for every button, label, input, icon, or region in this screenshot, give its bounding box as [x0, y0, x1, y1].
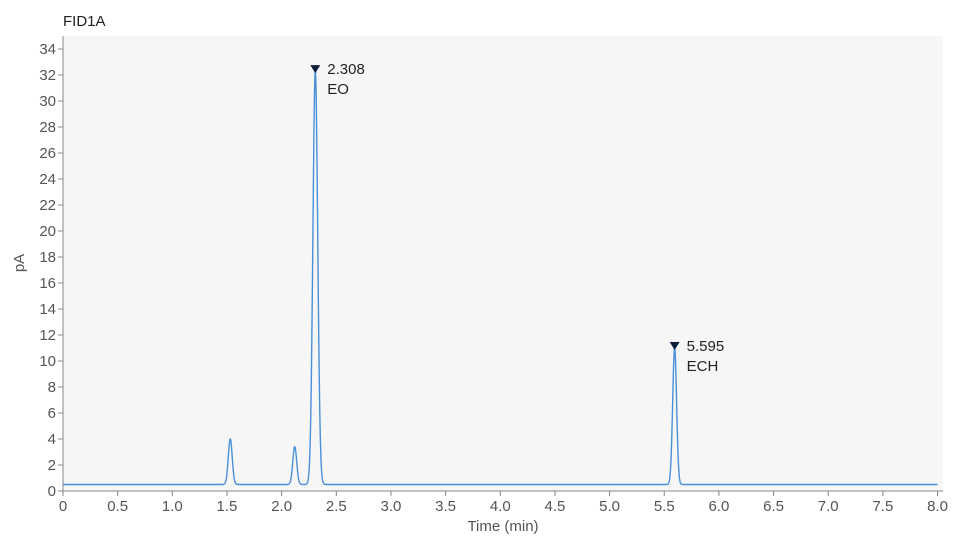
peak-time-label: 2.308: [327, 61, 365, 78]
chart-title: FID1A: [63, 13, 106, 30]
x-axis-title: Time (min): [467, 518, 538, 535]
x-tick-label: 8.0: [927, 498, 948, 515]
y-tick-label: 4: [48, 431, 56, 448]
y-tick-label: 26: [39, 145, 56, 162]
x-axis: 0 0.5 1.0 1.5 2.0 2.5 3.0 3.5 4.0 4.5 5.0 5.5 6.0 6.5…: [59, 490, 948, 515]
peak-annotations: 2.308 EO 5.595 ECH: [310, 61, 724, 375]
y-tick-label: 18: [39, 249, 56, 266]
y-tick-label: 34: [39, 41, 56, 58]
x-tick-label: 4.5: [544, 498, 565, 515]
x-tick-label: 4.0: [490, 498, 511, 515]
y-tick-label: 16: [39, 275, 56, 292]
y-tick-label: 12: [39, 327, 56, 344]
y-tick-label: 28: [39, 119, 56, 136]
x-tick-label: 5.0: [599, 498, 620, 515]
peak-name-label: EO: [327, 81, 349, 98]
series-line: [63, 71, 938, 486]
y-axis-title: pA: [11, 254, 28, 272]
x-tick-label: 1.5: [217, 498, 238, 515]
peak-marker-icon: [310, 65, 321, 74]
x-tick-label: 3.0: [381, 498, 402, 515]
y-tick-label: 14: [39, 301, 56, 318]
peak-name-label: ECH: [687, 358, 719, 375]
x-tick-label: 7.5: [872, 498, 893, 515]
peak-time-label: 5.595: [687, 338, 725, 355]
y-tick-label: 6: [48, 405, 56, 422]
x-tick-label: 0: [59, 498, 67, 515]
y-tick-label: 0: [48, 483, 56, 500]
y-tick-label: 24: [39, 171, 56, 188]
x-tick-label: 1.0: [162, 498, 183, 515]
x-tick-label: 7.0: [818, 498, 839, 515]
plot-area: [63, 36, 943, 491]
x-tick-label: 6.5: [763, 498, 784, 515]
y-tick-label: 22: [39, 197, 56, 214]
x-tick-label: 3.5: [435, 498, 456, 515]
peak-marker-icon: [669, 342, 680, 350]
x-tick-label: 0.5: [107, 498, 128, 515]
y-tick-label: 8: [48, 379, 56, 396]
x-tick-label: 2.5: [326, 498, 347, 515]
y-tick-label: 30: [39, 93, 56, 110]
y-tick-label: 10: [39, 353, 56, 370]
x-tick-label: 6.0: [708, 498, 729, 515]
y-tick-label: 2: [48, 457, 56, 474]
x-tick-label: 2.0: [271, 498, 292, 515]
y-tick-label: 32: [39, 67, 56, 84]
x-tick-label: 5.5: [654, 498, 675, 515]
y-tick-label: 20: [39, 223, 56, 240]
